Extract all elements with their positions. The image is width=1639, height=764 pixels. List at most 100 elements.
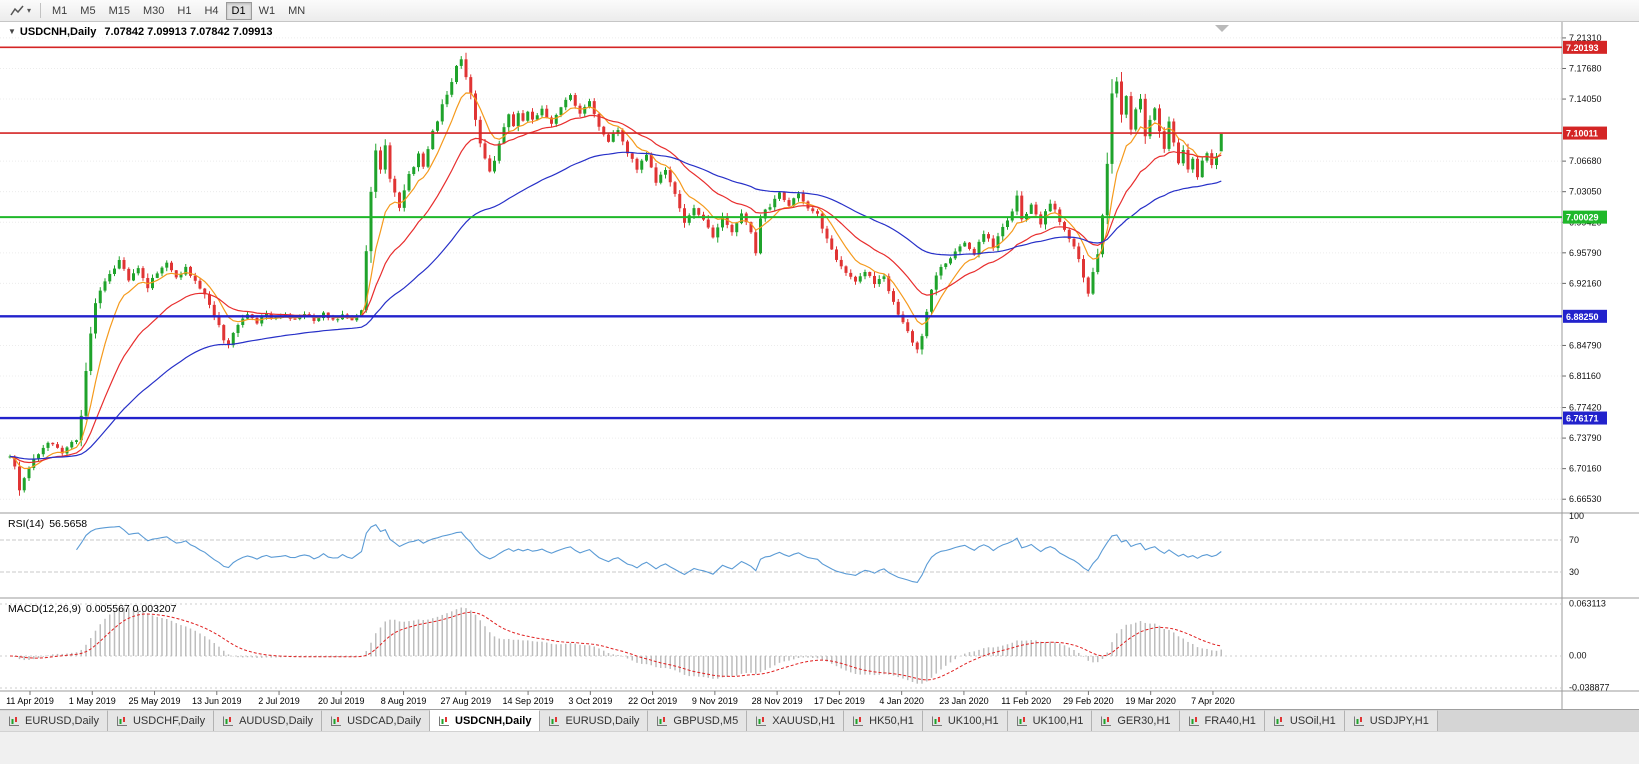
chart-tab-audusd-daily[interactable]: AUDUSD,Daily: [214, 710, 323, 731]
rsi-axis-label: 100: [1569, 511, 1584, 521]
timeframe-button-h4[interactable]: H4: [198, 2, 224, 20]
date-axis-label: 1 May 2019: [69, 696, 116, 706]
zigzag-chart-icon: [10, 5, 24, 15]
price-axis: 7.213107.176807.140507.066807.030506.994…: [1562, 33, 1602, 504]
price-axis-label: 6.70160: [1569, 464, 1602, 474]
timeframe-button-d1[interactable]: D1: [225, 1, 252, 20]
candlestick-chart-icon: [331, 716, 342, 726]
timeframe-button-m30[interactable]: M30: [137, 2, 170, 20]
price-axis-label: 7.17680: [1569, 63, 1602, 73]
date-axis-label: 19 Mar 2020: [1125, 696, 1176, 706]
price-level-badge-text: 7.20193: [1566, 43, 1599, 53]
date-axis-label: 20 Jul 2019: [318, 696, 365, 706]
date-axis-label: 29 Feb 2020: [1063, 696, 1114, 706]
price-axis-label: 7.03050: [1569, 187, 1602, 197]
date-axis-label: 3 Oct 2019: [568, 696, 612, 706]
timeframe-button-mn[interactable]: MN: [282, 2, 311, 20]
chart-tab-eurusd-daily[interactable]: EURUSD,Daily: [0, 710, 108, 731]
bottom-strip: [0, 731, 1639, 764]
price-axis-label: 7.21310: [1569, 33, 1602, 43]
price-chart-canvas[interactable]: 7.213107.176807.140507.066807.030506.994…: [0, 22, 1639, 709]
moving-average-lines: [9, 92, 1222, 470]
price-axis-label: 6.92160: [1569, 278, 1602, 288]
date-axis-label: 7 Apr 2020: [1191, 696, 1235, 706]
chart-tab-gbpusd-m5[interactable]: GBPUSD,M5: [648, 710, 748, 731]
chart-tab-usdcnh-daily[interactable]: USDCNH,Daily: [430, 710, 541, 731]
chart-tab-label: AUDUSD,Daily: [239, 715, 314, 727]
indicator-tool-button[interactable]: ▾: [5, 2, 35, 20]
timeframe-button-h1[interactable]: H1: [171, 2, 197, 20]
chart-region[interactable]: 7.213107.176807.140507.066807.030506.994…: [0, 22, 1639, 709]
chart-tab-fra40-h1[interactable]: FRA40,H1: [1179, 710, 1265, 731]
toolbar: ▾ M1 M5 M15 M30 H1 H4 D1 W1 MN: [0, 0, 1639, 22]
timeframe-button-w1[interactable]: W1: [253, 2, 282, 20]
rsi-line: [76, 524, 1222, 584]
chart-tab-label: USDJPY,H1: [1369, 715, 1429, 727]
date-axis-label: 2 Jul 2019: [258, 696, 300, 706]
chart-tab-label: UK100,H1: [947, 715, 999, 727]
chart-tab-label: GER30,H1: [1117, 715, 1171, 727]
chart-tab-usoil-h1[interactable]: USOil,H1: [1264, 710, 1345, 731]
macd-axis-label: 0.00: [1569, 650, 1587, 660]
chart-tab-eurusd-daily[interactable]: EURUSD,Daily: [540, 710, 649, 731]
macd-axis-label: 0.063113: [1569, 599, 1606, 609]
price-gridlines: [0, 37, 1562, 500]
price-axis-label: 6.73790: [1569, 433, 1602, 443]
date-axis-label: 13 Jun 2019: [192, 696, 242, 706]
price-axis-label: 6.95790: [1569, 248, 1602, 258]
chart-tab-xauusd-h1[interactable]: XAUUSD,H1: [747, 710, 845, 731]
chart-tab-label: GBPUSD,M5: [673, 715, 739, 727]
chart-tab-label: USOil,H1: [1289, 715, 1336, 727]
candlestick-chart-icon: [1188, 716, 1199, 726]
price-level-badge: [1563, 411, 1607, 425]
chart-tab-uk100-h1[interactable]: UK100,H1: [922, 710, 1008, 731]
chart-tab-label: USDCAD,Daily: [347, 715, 422, 727]
timeframe-button-m1[interactable]: M1: [46, 2, 73, 20]
timeframe-button-m15[interactable]: M15: [103, 2, 136, 20]
chart-tab-ger30-h1[interactable]: GER30,H1: [1092, 710, 1180, 731]
date-axis-label: 27 Aug 2019: [441, 696, 492, 706]
chart-tab-uk100-h1[interactable]: UK100,H1: [1007, 710, 1093, 731]
candlestick-chart-icon: [756, 716, 767, 726]
candlestick-chart-icon: [549, 716, 560, 726]
chart-tab-label: EURUSD,Daily: [565, 715, 640, 727]
chart-shift-marker[interactable]: [1215, 25, 1229, 32]
date-axis-label: 11 Feb 2020: [1001, 696, 1051, 706]
rsi-pane: 100 70 30: [0, 511, 1584, 584]
chart-tab-label: XAUUSD,H1: [772, 715, 836, 727]
price-axis-label: 6.77420: [1569, 403, 1602, 413]
price-level-badge-text: 6.76171: [1566, 414, 1599, 424]
chart-tab-usdchf-daily[interactable]: USDCHF,Daily: [107, 710, 215, 731]
candlestick-chart-icon: [439, 716, 450, 726]
candlestick-chart-icon: [1016, 716, 1027, 726]
pane-separators: [0, 22, 1639, 709]
macd-signal-line: [9, 611, 1222, 681]
price-axis-label: 7.06680: [1569, 156, 1602, 166]
price-level-badge: [1563, 309, 1607, 323]
date-axis-label: 14 Sep 2019: [503, 696, 554, 706]
chart-tab-usdcad-daily[interactable]: USDCAD,Daily: [322, 710, 431, 731]
chart-tab-label: EURUSD,Daily: [25, 715, 99, 727]
ma-line-55: [9, 151, 1222, 460]
rsi-axis-label: 30: [1569, 567, 1579, 577]
date-axis-label: 23 Jan 2020: [939, 696, 989, 706]
date-axis-label: 28 Nov 2019: [752, 696, 803, 706]
candlestick-chart-icon: [1353, 716, 1364, 726]
date-axis-label: 22 Oct 2019: [628, 696, 677, 706]
chevron-down-icon[interactable]: ▾: [27, 5, 32, 15]
chart-tab-usdjpy-h1[interactable]: USDJPY,H1: [1344, 710, 1438, 731]
candlestick-chart-icon: [1101, 716, 1112, 726]
chart-tab-label: USDCHF,Daily: [132, 715, 206, 727]
date-axis-label: 8 Aug 2019: [381, 696, 427, 706]
date-axis-label: 25 May 2019: [128, 696, 180, 706]
date-axis-label: 9 Nov 2019: [692, 696, 738, 706]
macd-axis-label: -0.038877: [1569, 683, 1610, 693]
candlestick-chart-icon: [1273, 716, 1284, 726]
price-level-badge: [1563, 126, 1607, 140]
candlesticks: [8, 52, 1223, 496]
price-level-badge: [1563, 40, 1607, 54]
ma-line-8: [9, 92, 1222, 470]
timeframe-button-m5[interactable]: M5: [74, 2, 101, 20]
chart-tab-hk50-h1[interactable]: HK50,H1: [844, 710, 923, 731]
chart-tab-label: FRA40,H1: [1204, 715, 1256, 727]
